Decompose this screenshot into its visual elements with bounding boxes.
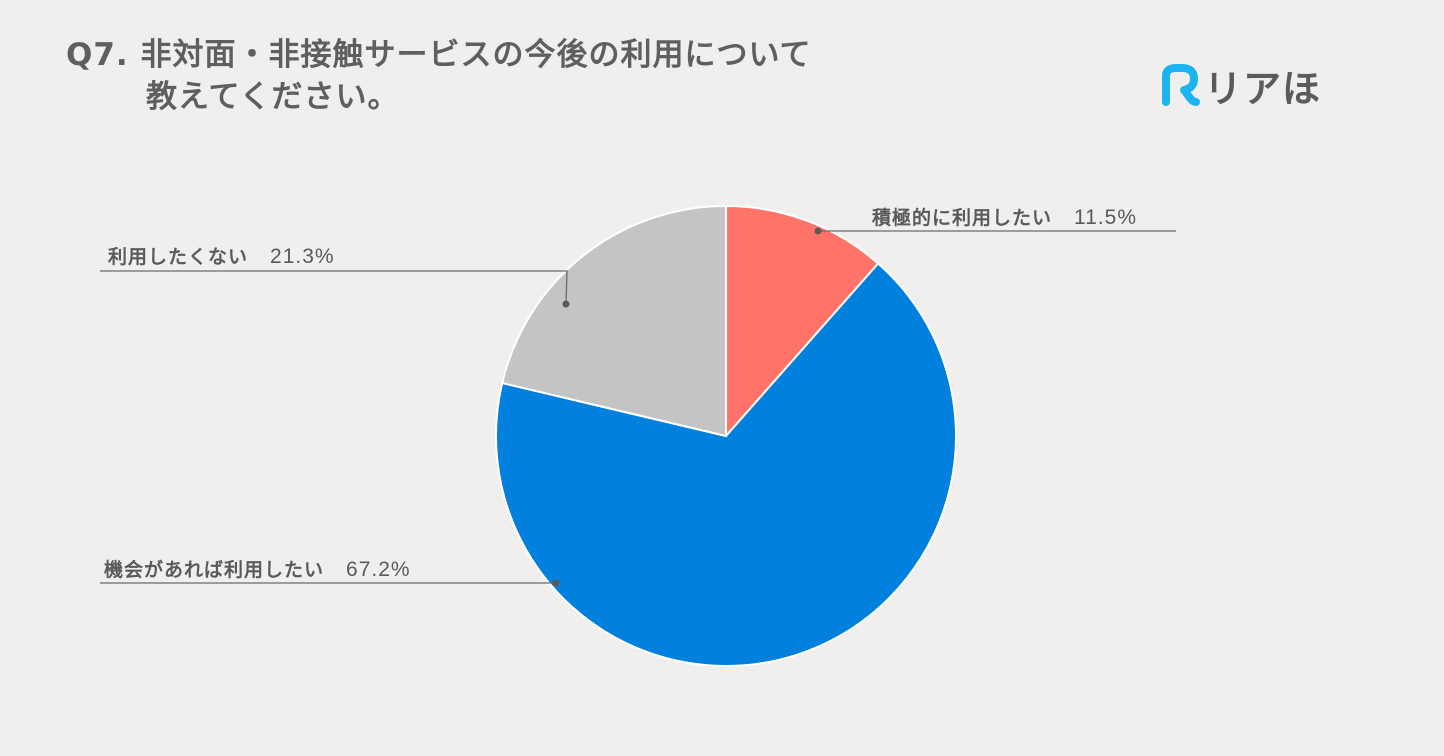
label-value: 21.3% bbox=[270, 245, 335, 268]
label-actively-use: 積極的に利用したい 11.5% bbox=[872, 203, 1137, 230]
label-text: 利用したくない bbox=[108, 246, 249, 268]
label-value: 11.5% bbox=[1074, 206, 1138, 229]
title-line-2: 教えてください。 bbox=[146, 79, 400, 115]
brand-logo: リアほ bbox=[1158, 58, 1321, 113]
leader-dot bbox=[562, 300, 570, 308]
slice-use-if-chance bbox=[495, 262, 957, 667]
label-text: 積極的に利用したい bbox=[872, 207, 1053, 229]
slice-not-use bbox=[500, 204, 727, 438]
chart-title: Q7. 非対面・非接触サービスの今後の利用について 教えてください。 bbox=[66, 34, 812, 118]
slice-actively-use bbox=[725, 204, 880, 439]
leader-line-not-use bbox=[100, 270, 568, 305]
leader-dot bbox=[552, 579, 560, 587]
r-logo-icon bbox=[1162, 63, 1200, 106]
label-not-use: 利用したくない 21.3% bbox=[108, 242, 335, 269]
label-use-if-chance: 機会があれば利用したい 67.2% bbox=[104, 555, 411, 582]
label-text: 機会があれば利用したい bbox=[104, 559, 325, 581]
leader-dot bbox=[814, 227, 822, 235]
title-line-1: Q7. 非対面・非接触サービスの今後の利用について bbox=[66, 37, 812, 73]
label-value: 67.2% bbox=[346, 558, 411, 581]
brand-name: リアほ bbox=[1204, 67, 1322, 111]
